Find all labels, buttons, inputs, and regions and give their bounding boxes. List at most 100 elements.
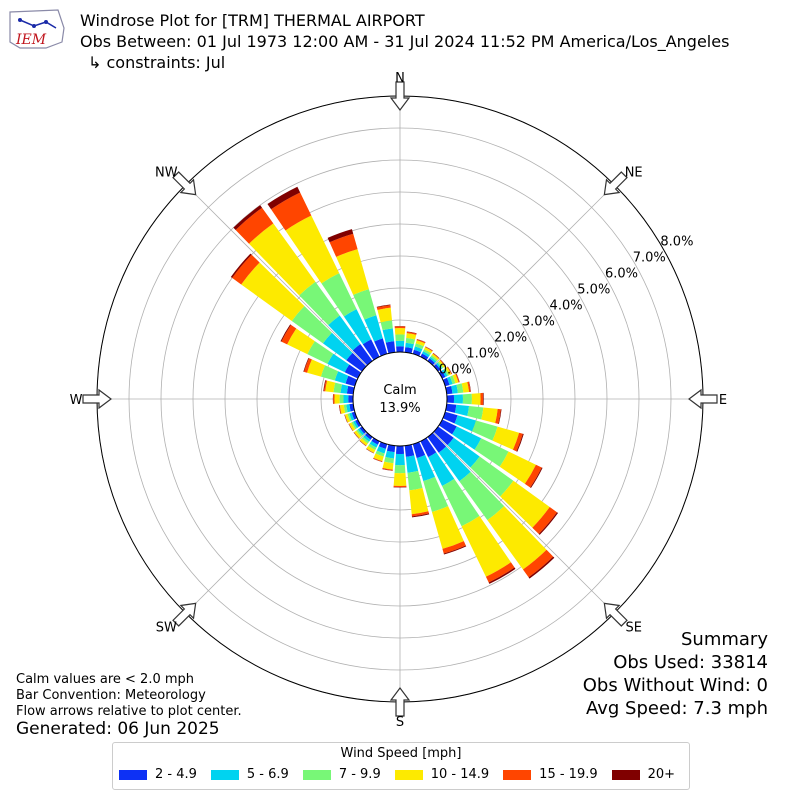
windrose-bar-segment — [328, 315, 361, 351]
windrose-bar-segment — [241, 262, 305, 321]
windrose-bar-segment — [461, 381, 470, 393]
windrose-bar-segment — [404, 347, 413, 354]
chart-title: Windrose Plot for [TRM] THERMAL AIRPORT — [80, 11, 425, 30]
windrose-bar-segment — [361, 436, 370, 444]
windrose-bar-segment — [382, 461, 394, 470]
flow-arrow-icon — [82, 388, 112, 410]
windrose-bar-segment — [394, 328, 406, 335]
legend-swatch — [210, 769, 239, 780]
windrose-bar-segment — [307, 341, 334, 364]
windrose-bar-segment — [406, 331, 417, 335]
summary-heading: Summary — [681, 629, 768, 650]
windrose-bar-segment — [472, 420, 498, 441]
windrose-bar-segment — [424, 347, 433, 354]
windrose-bar-segment — [352, 344, 373, 366]
windrose-bar-segment — [471, 393, 481, 405]
windrose-bar-segment — [482, 392, 484, 406]
legend: Wind Speed [mph] 2 - 4.9 5 - 6.9 7 - 9.9 10… — [112, 742, 690, 790]
windrose-bar-segment — [433, 364, 441, 372]
windrose-bar-segment — [299, 281, 340, 326]
windrose-bar-segment — [405, 342, 414, 349]
radial-tick-label: 1.0% — [466, 347, 499, 362]
windrose-bar-segment — [384, 456, 394, 464]
note-flow-arrows: Flow arrows relative to plot center. — [16, 704, 242, 719]
windrose-bar-segment — [348, 395, 354, 403]
windrose-bar-segment — [343, 309, 372, 345]
windrose-bar-segment — [451, 384, 458, 394]
calm-label: Calm — [383, 383, 416, 398]
windrose-bar-segment — [404, 444, 415, 457]
windrose-bar-segment — [320, 365, 339, 381]
flow-arrow-icon — [389, 81, 411, 111]
windrose-bar-segment — [500, 480, 550, 528]
windrose-bar-segment — [522, 549, 554, 578]
windrose-bar-segment — [322, 332, 353, 361]
summary-avg-speed: Avg Speed: 7.3 mph — [586, 698, 768, 719]
windrose-bar-segment — [395, 340, 405, 347]
windrose-bar-segment — [344, 414, 348, 423]
windrose-bar-segment — [385, 341, 396, 354]
flow-arrow-shape — [389, 81, 411, 111]
windrose-bar-segment — [339, 405, 342, 414]
windrose-bar-segment — [443, 545, 467, 555]
windrose-bar-segment — [393, 485, 407, 488]
windrose-bar-segment — [452, 426, 482, 450]
windrose-bar-segment — [411, 511, 429, 517]
windrose-bar-segment — [281, 324, 297, 345]
windrose-bar-segment — [416, 455, 436, 482]
flow-arrow-shape — [603, 602, 628, 627]
legend-label: 7 - 9.9 — [338, 767, 381, 782]
windrose-bar-segment — [343, 404, 348, 413]
windrose-bar-segment — [530, 467, 543, 489]
windrose-bar-segment — [373, 457, 383, 462]
windrose-bar-segment — [233, 205, 263, 230]
windrose-bar-segment — [353, 289, 377, 320]
windrose-bar-segment — [461, 515, 511, 577]
title-block: Windrose Plot for [TRM] THERMAL AIRPORT … — [80, 10, 729, 73]
windrose-bar-segment — [386, 444, 396, 453]
radial-tick-label: 2.0% — [494, 331, 527, 346]
radial-tick-label: 8.0% — [660, 235, 693, 250]
windrose-bar-segment — [333, 394, 335, 404]
windrose-bar-segment — [438, 446, 471, 482]
note-bar-convention: Bar Convention: Meteorology — [16, 688, 206, 703]
windrose-bar-segment — [373, 453, 384, 462]
radial-tick-label: 4.0% — [550, 299, 583, 314]
windrose-bar-segment — [440, 359, 446, 367]
legend-entry: 20+ — [611, 767, 675, 782]
compass-label: E — [719, 393, 727, 408]
legend-entry: 2 - 4.9 — [119, 767, 197, 782]
windrose-bar-segment — [291, 305, 332, 344]
windrose-bar-segment — [232, 254, 260, 285]
windrose-bar-segment — [230, 253, 252, 278]
windrose-bar-segment — [428, 452, 455, 486]
windrose-bar-segment — [271, 192, 312, 231]
windrose-bar-segment — [357, 428, 365, 436]
flow-arrow-shape — [82, 388, 112, 410]
windrose-bar-segment — [363, 434, 371, 442]
flow-arrow-shape — [172, 171, 197, 196]
windrose-bar-segment — [382, 328, 395, 343]
windrose-bar-segment — [405, 337, 416, 345]
compass-label: NW — [155, 165, 178, 180]
legend-entry: 15 - 19.9 — [503, 767, 598, 782]
windrose-bar-segment — [447, 366, 452, 375]
windrose-bar-segment — [334, 371, 349, 384]
flow-arrow-icon — [389, 687, 411, 717]
windrose-bar-segment — [442, 478, 480, 527]
windrose-bar-segment — [248, 223, 316, 296]
legend-entry: 10 - 14.9 — [394, 767, 489, 782]
windrose-bar-segment — [365, 432, 373, 440]
windrose-bar-segment — [481, 407, 498, 424]
windrose-bar-segment — [467, 381, 471, 392]
windrose-bar-segment — [345, 375, 358, 387]
windrose-bar-segment — [453, 394, 464, 404]
windrose-bar-segment — [406, 331, 417, 334]
windrose-bar-segment — [329, 233, 358, 257]
legend-entry: 5 - 6.9 — [210, 767, 289, 782]
legend-swatch — [611, 769, 640, 780]
windrose-bar-segment — [454, 415, 477, 432]
windrose-bar-segment — [382, 468, 393, 471]
legend-swatch — [119, 769, 147, 780]
compass-label: W — [70, 393, 83, 408]
